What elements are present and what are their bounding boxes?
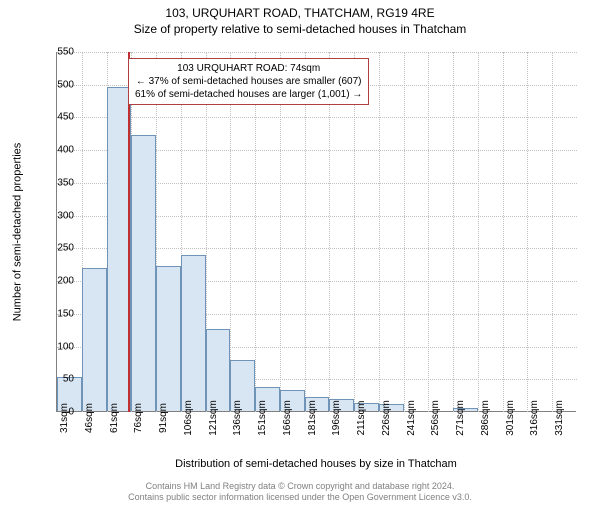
histogram-bar bbox=[206, 329, 231, 411]
x-tick-label: 256sqm bbox=[430, 400, 441, 436]
x-tick-label: 211sqm bbox=[356, 401, 367, 436]
y-tick-label: 500 bbox=[34, 79, 74, 90]
y-tick-label: 50 bbox=[34, 374, 74, 385]
property-marker-line bbox=[128, 52, 130, 412]
info-line-1: 103 URQUHART ROAD: 74sqm bbox=[135, 62, 362, 75]
y-tick-label: 400 bbox=[34, 145, 74, 156]
x-tick-label: 301sqm bbox=[505, 400, 516, 436]
x-tick-label: 181sqm bbox=[307, 400, 318, 436]
x-tick-label: 121sqm bbox=[208, 400, 219, 436]
x-tick-label: 316sqm bbox=[529, 400, 540, 436]
plot-region bbox=[56, 52, 576, 412]
gridline-v bbox=[305, 52, 306, 412]
footer-line-2: Contains public sector information licen… bbox=[0, 492, 600, 503]
x-tick-label: 331sqm bbox=[554, 400, 565, 436]
info-line-2: ← 37% of semi-detached houses are smalle… bbox=[135, 75, 362, 88]
y-tick-label: 200 bbox=[34, 276, 74, 287]
histogram-bar bbox=[181, 255, 206, 411]
x-tick-label: 241sqm bbox=[406, 400, 417, 436]
histogram-bar bbox=[82, 268, 107, 411]
gridline-v bbox=[255, 52, 256, 412]
x-tick-label: 106sqm bbox=[183, 400, 194, 436]
x-tick-label: 166sqm bbox=[282, 400, 293, 436]
gridline-h bbox=[57, 52, 577, 53]
x-tick-label: 271sqm bbox=[455, 400, 466, 436]
y-tick-label: 450 bbox=[34, 112, 74, 123]
footer-line-1: Contains HM Land Registry data © Crown c… bbox=[0, 481, 600, 492]
gridline-v bbox=[404, 52, 405, 412]
gridline-v bbox=[230, 52, 231, 412]
x-tick-label: 151sqm bbox=[257, 400, 268, 436]
chart-area: 103 URQUHART ROAD: 74sqm ← 37% of semi-d… bbox=[56, 52, 576, 412]
y-tick-label: 100 bbox=[34, 341, 74, 352]
gridline-v bbox=[453, 52, 454, 412]
info-box: 103 URQUHART ROAD: 74sqm ← 37% of semi-d… bbox=[128, 58, 369, 105]
y-tick-label: 350 bbox=[34, 177, 74, 188]
x-tick-label: 226sqm bbox=[381, 400, 392, 436]
y-tick-label: 250 bbox=[34, 243, 74, 254]
gridline-h bbox=[57, 117, 577, 118]
info-line-3: 61% of semi-detached houses are larger (… bbox=[135, 88, 362, 101]
x-tick-label: 91sqm bbox=[158, 403, 169, 433]
x-tick-label: 61sqm bbox=[109, 403, 120, 433]
histogram-bar bbox=[131, 135, 156, 411]
gridline-v bbox=[329, 52, 330, 412]
gridline-v bbox=[503, 52, 504, 412]
x-tick-label: 76sqm bbox=[133, 403, 144, 433]
y-tick-label: 150 bbox=[34, 308, 74, 319]
x-tick-label: 31sqm bbox=[59, 403, 70, 433]
y-tick-label: 300 bbox=[34, 210, 74, 221]
x-tick-label: 136sqm bbox=[232, 400, 243, 436]
x-axis-label: Distribution of semi-detached houses by … bbox=[56, 458, 576, 470]
histogram-bar bbox=[156, 266, 181, 411]
y-tick-label: 550 bbox=[34, 47, 74, 58]
gridline-v bbox=[280, 52, 281, 412]
gridline-v bbox=[552, 52, 553, 412]
chart-title-sub: Size of property relative to semi-detach… bbox=[0, 22, 600, 36]
gridline-v bbox=[379, 52, 380, 412]
x-tick-label: 286sqm bbox=[480, 400, 491, 436]
gridline-v bbox=[478, 52, 479, 412]
gridline-v bbox=[354, 52, 355, 412]
x-tick-label: 46sqm bbox=[84, 403, 95, 433]
gridline-v bbox=[428, 52, 429, 412]
chart-title-main: 103, URQUHART ROAD, THATCHAM, RG19 4RE bbox=[0, 6, 600, 20]
gridline-v bbox=[527, 52, 528, 412]
y-axis-label: Number of semi-detached properties bbox=[10, 52, 24, 412]
x-tick-label: 196sqm bbox=[331, 400, 342, 436]
